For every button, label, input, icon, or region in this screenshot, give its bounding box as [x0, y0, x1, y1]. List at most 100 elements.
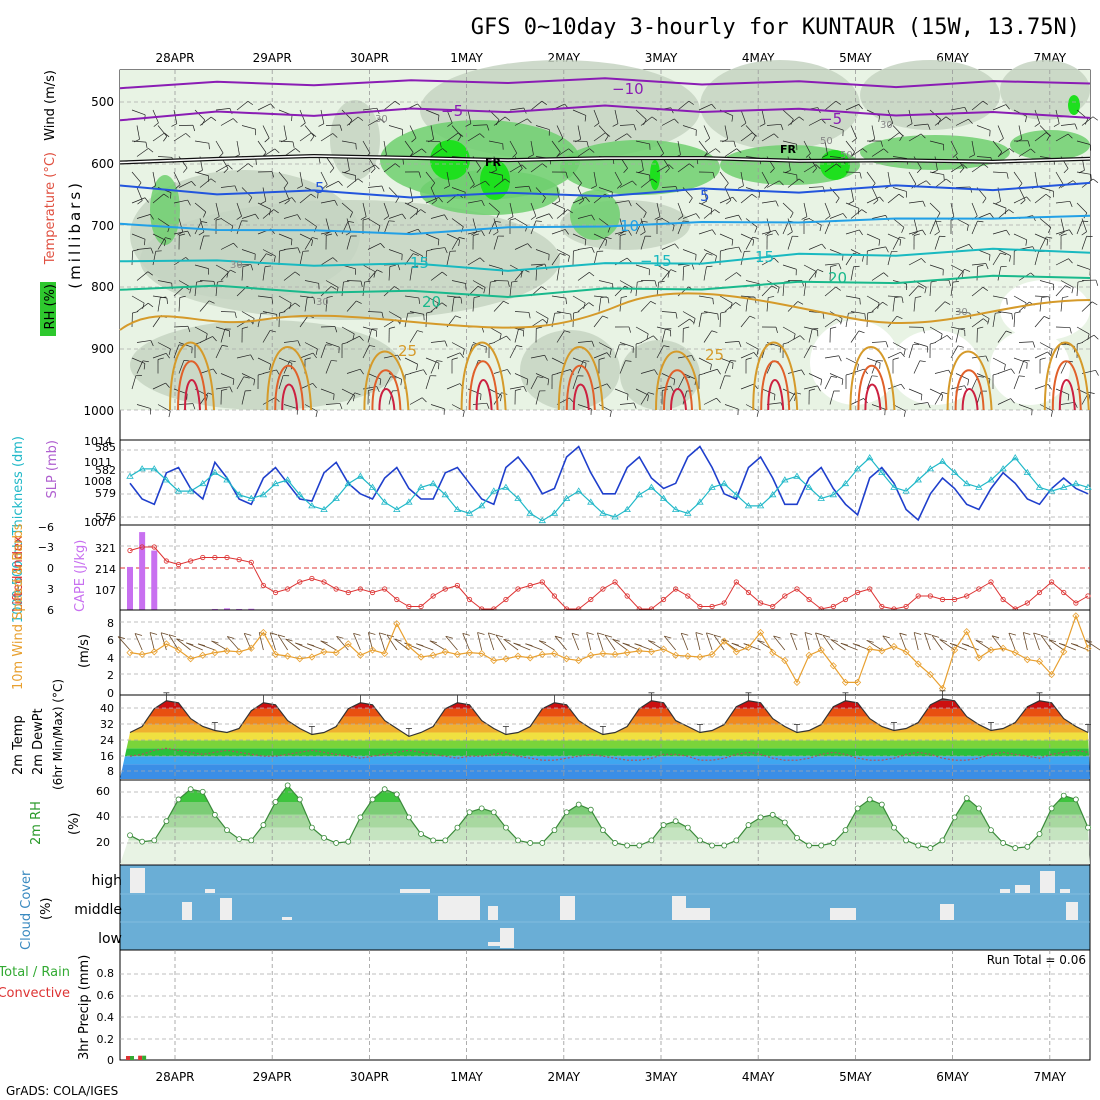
upper-wind-barb	[530, 140, 534, 155]
upper-wind-barb-flag	[945, 116, 952, 121]
upper-wind-barb-flag	[600, 296, 607, 298]
upper-wind-barb-flag	[153, 122, 159, 127]
thickness-point	[890, 483, 898, 490]
upper-wind-barb	[740, 383, 755, 390]
upper-wind-barb-flag	[255, 158, 257, 165]
wind10-point	[805, 651, 813, 659]
thickness-point	[635, 491, 644, 498]
upper-wind-barb-flag	[150, 340, 154, 347]
upper-wind-barb	[325, 218, 331, 233]
upper-wind-barb-flag	[774, 257, 779, 263]
upper-wind-barb-flag	[354, 392, 361, 395]
upper-wind-barb-flag	[311, 240, 313, 247]
rh2m-point	[1024, 843, 1031, 850]
wind10m-panel: 0 2 4 6 8 10m Wind Speed & Barbs (m/s)	[11, 523, 1100, 700]
wind10-point	[296, 655, 304, 663]
upper-wind-barb	[194, 109, 206, 121]
upper-wind-barb-flag	[297, 185, 303, 189]
upper-wind-barb	[467, 133, 481, 142]
upper-wind-barb-flag	[166, 297, 168, 305]
wind10-barb-flag	[462, 632, 470, 636]
upper-wind-barb-flag	[430, 182, 436, 189]
thickness-point	[987, 476, 995, 483]
upper-wind-barb	[514, 118, 528, 126]
upper-wind-barb	[887, 132, 900, 142]
upper-wind-barb	[703, 330, 712, 343]
precip-panel: Run Total = 0.06 0 0.2 0.4 0.6 0.8 Total…	[0, 949, 1091, 1067]
upper-wind-barb-flag	[691, 355, 695, 362]
upper-wind-barb-flag	[720, 249, 727, 252]
wind10-barb-flag	[604, 634, 613, 638]
thickness-point	[393, 505, 401, 512]
upper-wind-barb-flag	[297, 247, 301, 254]
upper-wind-barb	[929, 388, 943, 396]
wind10-barb-flag	[168, 634, 177, 638]
upper-wind-barb	[619, 180, 633, 188]
rh2m-point	[406, 814, 412, 821]
upper-wind-barb	[745, 342, 759, 350]
wind10-barb	[176, 638, 191, 651]
upper-wind-barb-flag	[455, 315, 462, 319]
upper-wind-barb-flag	[567, 209, 573, 214]
upper-wind-barb-flag	[667, 271, 670, 278]
upper-wind-barb	[656, 385, 671, 390]
upper-wind-barb	[367, 118, 381, 126]
upper-wind-barb-flag	[191, 181, 196, 187]
upper-wind-barb	[299, 382, 313, 390]
upper-wind-barb-flag	[735, 302, 741, 307]
upper-wind-barb-flag	[527, 118, 532, 124]
upper-wind-barb-flag	[1058, 231, 1065, 236]
wind10-barb-flag	[1059, 642, 1067, 646]
upper-wind-barb	[824, 220, 831, 235]
bottom-date-label: 4MAY	[742, 1070, 775, 1084]
upper-wind-barb-flag	[379, 118, 385, 124]
cape-bar	[224, 608, 231, 610]
rh2m-point	[199, 788, 206, 795]
upper-wind-barb-flag	[1046, 239, 1049, 246]
upper-wind-barb	[955, 186, 971, 188]
cape-tick: 214	[95, 563, 116, 576]
upper-wind-barb	[787, 369, 802, 374]
wind10-barb	[445, 636, 458, 651]
upper-wind-barb-flag	[355, 143, 357, 150]
upper-wind-barb-flag	[317, 192, 319, 199]
upper-wind-barb	[892, 218, 905, 228]
upper-wind-barb-flag	[733, 141, 736, 148]
cloud-high-bar	[205, 889, 215, 893]
upper-wind-barb-flag	[205, 333, 208, 340]
upper-wind-barb-flag	[1091, 301, 1098, 306]
upper-wind-barb-flag	[765, 231, 771, 236]
wind10-barb	[706, 632, 713, 651]
upper-wind-barb	[320, 286, 332, 297]
cloud-middle-bar	[1066, 902, 1078, 920]
li-point	[600, 586, 606, 592]
upper-wind-barb	[320, 199, 335, 204]
upper-wind-barb-flag	[821, 243, 826, 249]
precip-conv-bar	[126, 1056, 130, 1060]
upper-wind-barb	[425, 171, 436, 184]
upper-wind-barb-flag	[229, 386, 233, 393]
upper-wind-barb-flag	[683, 326, 690, 329]
isotherm-loop-25	[1043, 341, 1090, 411]
upper-wind-barb	[535, 213, 550, 219]
upper-wind-barb-flag	[809, 388, 816, 391]
upper-wind-barb	[1076, 171, 1091, 175]
upper-wind-barb-flag	[790, 212, 794, 219]
cape-tick: 107	[95, 584, 116, 597]
upper-wind-barb-flag	[695, 213, 700, 219]
precip-panel-frame	[119, 949, 1091, 1061]
wind10-tick: 2	[107, 669, 114, 682]
wind10-point	[684, 652, 692, 660]
upper-wind-barb-flag	[389, 326, 396, 329]
upper-wind-barb-flag	[584, 239, 587, 246]
upper-wind-barb	[257, 357, 271, 365]
rh2m-point	[260, 822, 267, 828]
wind10-barb-flag	[368, 632, 376, 635]
upper-wind-barb-flag	[710, 364, 712, 371]
upper-wind-barb-flag	[625, 360, 632, 362]
upper-wind-barb	[1076, 220, 1083, 235]
upper-wind-barb	[136, 148, 149, 157]
upper-wind-barb-flag	[841, 378, 844, 386]
upper-wind-barb-flag	[284, 200, 290, 205]
temp-band	[120, 740, 1090, 749]
